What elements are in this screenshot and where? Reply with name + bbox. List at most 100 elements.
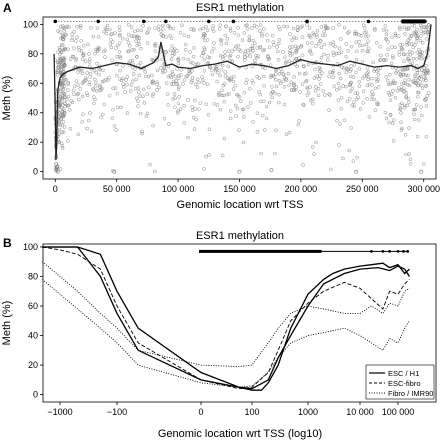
a-scatter-point	[164, 81, 169, 85]
a-scatter-point	[398, 73, 402, 77]
a-scatter-point	[112, 169, 117, 174]
a-scatter-point	[226, 64, 231, 69]
panel-b-y-axis: 0 20 40 60 80 100	[23, 242, 43, 400]
a-scatter-point	[255, 74, 259, 79]
a-scatter-point	[415, 34, 420, 38]
a-scatter-point	[212, 41, 216, 45]
a-scatter-point	[254, 54, 258, 58]
a-scatter-point	[57, 61, 62, 66]
a-scatter-point	[94, 70, 99, 75]
a-scatter-point	[133, 67, 137, 71]
a-scatter-point	[169, 48, 173, 53]
a-y-tick-label: 100	[23, 19, 38, 29]
a-scatter-point	[282, 75, 287, 80]
a-scatter-point	[315, 28, 320, 33]
a-scatter-point	[364, 34, 368, 39]
a-scatter-point	[190, 105, 194, 109]
a-scatter-point	[168, 33, 172, 38]
a-scatter-point	[351, 75, 356, 79]
a-scatter-point	[164, 35, 168, 39]
a-scatter-point	[405, 67, 410, 72]
a-scatter-point	[136, 99, 140, 104]
a-scatter-point	[426, 68, 430, 73]
a-scatter-point	[317, 77, 321, 81]
a-scatter-point	[309, 98, 313, 103]
a-scatter-point	[278, 81, 283, 86]
a-scatter-point	[394, 71, 398, 75]
a-scatter-point	[159, 32, 164, 37]
a-scatter-point	[346, 48, 350, 53]
a-scatter-point	[111, 107, 115, 112]
a-scatter-point	[142, 101, 147, 105]
a-scatter-point	[211, 24, 216, 28]
a-scatter-point	[313, 89, 318, 93]
a-scatter-point	[235, 106, 240, 111]
a-scatter-point	[177, 73, 181, 78]
a-scatter-point	[392, 81, 396, 85]
a-scatter-point	[191, 54, 196, 59]
b-series-line	[42, 279, 410, 388]
a-scatter-point	[386, 47, 390, 52]
a-scatter-point	[203, 47, 207, 52]
a-scatter-point	[245, 27, 250, 31]
a-scatter-point	[384, 32, 389, 37]
a-scatter-point	[242, 90, 247, 95]
panel-b-legend: ESC / H1 ESC-fibro Fibro / IMR90	[365, 364, 435, 400]
a-scatter-point	[60, 109, 65, 113]
a-scatter-point	[81, 53, 86, 58]
a-scatter-point	[56, 50, 60, 54]
a-scatter-point	[166, 103, 170, 107]
a-scatter-point	[391, 118, 396, 122]
a-scatter-point	[173, 74, 177, 79]
a-scatter-point	[414, 63, 419, 68]
a-scatter-point	[408, 157, 413, 162]
a-scatter-point	[302, 64, 306, 69]
a-scatter-point	[63, 78, 67, 82]
a-scatter-point	[197, 107, 201, 111]
a-scatter-point	[223, 33, 228, 38]
a-scatter-point	[93, 97, 97, 102]
a-scatter-point	[95, 61, 99, 66]
a-scatter-point	[191, 115, 196, 120]
a-scatter-point	[264, 104, 269, 109]
a-scatter-point	[301, 102, 305, 107]
a-scatter-point	[396, 34, 401, 38]
a-scatter-point	[337, 71, 341, 76]
a-scatter-point	[115, 105, 120, 110]
a-scatter-point	[354, 40, 358, 44]
a-top-marker-dense	[401, 19, 425, 24]
a-scatter-point	[424, 78, 428, 83]
a-scatter-point	[139, 28, 144, 33]
a-scatter-point	[357, 84, 362, 88]
a-scatter-point	[367, 82, 372, 86]
a-scatter-point	[80, 71, 85, 75]
a-scatter-point	[379, 53, 383, 58]
a-scatter-point	[134, 39, 138, 44]
a-scatter-point	[100, 86, 104, 91]
a-scatter-point	[370, 83, 374, 87]
a-scatter-point	[376, 102, 381, 106]
a-scatter-point	[404, 27, 409, 32]
a-scatter-point	[59, 89, 63, 94]
a-scatter-point	[102, 79, 106, 83]
a-scatter-point	[211, 29, 216, 33]
a-scatter-point	[245, 78, 249, 82]
a-scatter-point	[125, 75, 130, 79]
a-scatter-point	[290, 51, 295, 56]
a-scatter-point	[110, 116, 115, 120]
a-scatter-point	[134, 77, 138, 82]
b-top-bar-marker	[388, 249, 391, 253]
a-scatter-point	[117, 34, 122, 38]
a-scatter-point	[336, 81, 341, 86]
a-scatter-point	[115, 43, 120, 48]
a-scatter-point	[182, 121, 187, 125]
a-scatter-point	[61, 37, 66, 42]
a-scatter-point	[269, 168, 274, 173]
a-scatter-point	[242, 114, 246, 119]
a-scatter-point	[391, 56, 395, 60]
a-scatter-point	[137, 73, 142, 78]
a-scatter-point	[201, 50, 205, 55]
a-scatter-point	[92, 68, 97, 73]
a-scatter-point	[56, 60, 61, 65]
a-scatter-point	[123, 90, 127, 94]
